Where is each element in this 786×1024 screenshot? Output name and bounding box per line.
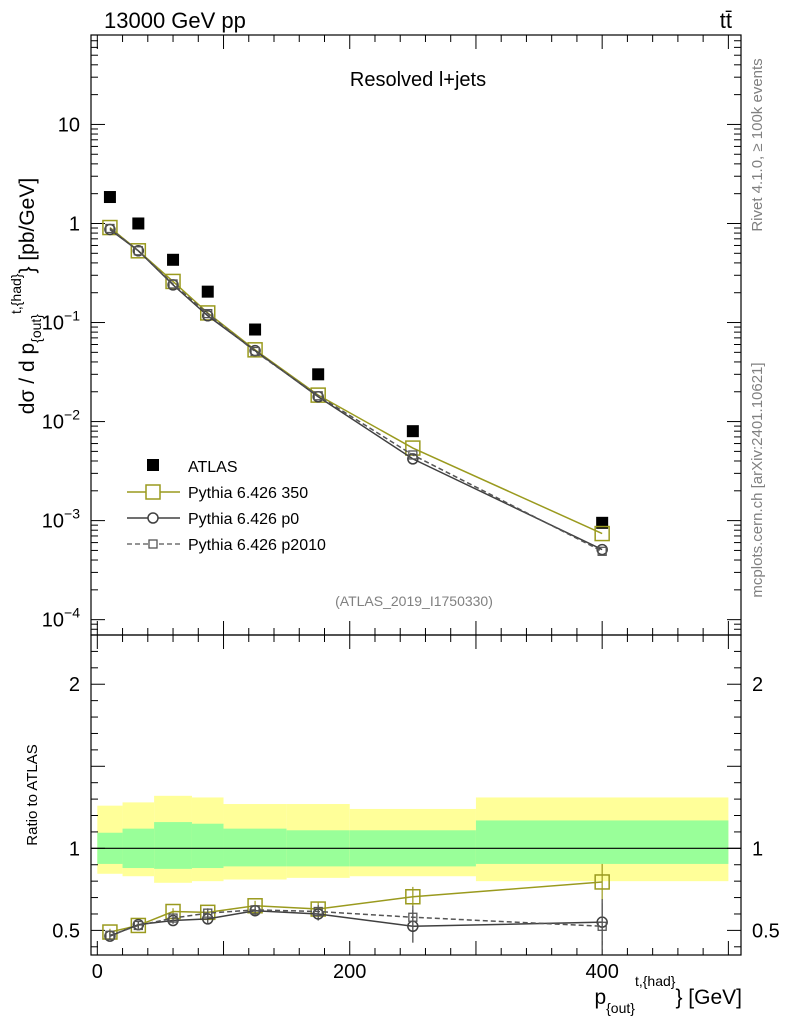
main-point-data bbox=[249, 323, 262, 336]
ratio-point-p2010 bbox=[105, 930, 115, 940]
ratio-band-inner-bin bbox=[223, 828, 287, 867]
main-y-tick-label-exp: −2 bbox=[64, 407, 80, 423]
main-point-p0 bbox=[201, 310, 214, 322]
main-y-tick-label-base: 10 bbox=[42, 511, 64, 533]
legend-p2010-marker bbox=[148, 539, 158, 549]
ratio-y-tick-label-left: 1 bbox=[69, 838, 80, 860]
main-y-tick-label: 10 bbox=[58, 114, 80, 136]
ratio-point-p350 bbox=[594, 874, 610, 890]
ratio-line-p350 bbox=[109, 881, 603, 933]
main-point-data bbox=[406, 425, 419, 438]
main-point-p2010 bbox=[313, 391, 323, 401]
legend-p350-marker bbox=[145, 484, 161, 500]
plot-title: Resolved l+jets bbox=[350, 69, 486, 91]
legend-atlas-label: ATLAS bbox=[188, 459, 238, 476]
x-axis-ticks: 0 200 400 bbox=[92, 35, 729, 983]
main-y-tick-label-exp: −1 bbox=[64, 308, 80, 324]
main-y-axis-label-sup: t,{had} bbox=[8, 273, 24, 314]
ratio-series-group bbox=[102, 863, 610, 950]
ratio-point-p350 bbox=[130, 917, 147, 934]
main-point-p350 bbox=[594, 525, 610, 542]
ratio-point-p2010 bbox=[133, 920, 143, 931]
legend: ATLAS Pythia 6.426 350 Pythia 6.426 p0 P… bbox=[127, 459, 326, 554]
main-point-p2010 bbox=[168, 279, 178, 289]
main-line-p2010 bbox=[109, 227, 603, 552]
ratio-point-p350 bbox=[405, 888, 421, 905]
energy-label: 13000 GeV pp bbox=[104, 8, 246, 33]
ratio-band-inner-bin bbox=[154, 822, 192, 869]
ratio-band-inner-bin bbox=[191, 823, 224, 869]
mcplots-label: mcplots.cern.ch [arXiv:2401.10621] bbox=[749, 362, 766, 597]
ratio-plot-frame bbox=[90, 634, 742, 956]
main-y-axis-label-prefix: dσ / d p bbox=[16, 343, 39, 414]
x-tick-label: 200 bbox=[333, 961, 366, 983]
ratio-point-p2010 bbox=[408, 912, 418, 922]
main-point-p2010 bbox=[105, 223, 115, 234]
main-y-tick-label-exp: −4 bbox=[64, 605, 80, 621]
ratio-band-inner-bin bbox=[475, 820, 729, 864]
main-y-tick-label-base: 10 bbox=[42, 313, 64, 335]
ratio-y-tick-label-left: 2 bbox=[69, 674, 80, 696]
process-label: tt̄ bbox=[720, 8, 732, 33]
main-y-tick-label-base: 10 bbox=[42, 412, 64, 434]
main-point-data bbox=[312, 368, 325, 381]
main-y-axis-label-sub: {out} bbox=[28, 314, 44, 343]
ratio-point-p2010 bbox=[597, 921, 607, 931]
x-tick-label: 0 bbox=[92, 961, 103, 983]
main-point-data bbox=[167, 253, 180, 266]
main-y-tick-label-base: 10 bbox=[58, 114, 80, 136]
main-point-data bbox=[132, 217, 145, 230]
main-point-p2010 bbox=[133, 246, 143, 256]
ratio-point-p2010 bbox=[313, 906, 323, 917]
ratio-point-p2010 bbox=[250, 905, 260, 915]
ratio-point-p2010 bbox=[168, 913, 178, 923]
x-axis-label: p{out}t,{had}} [GeV] bbox=[594, 973, 742, 1016]
x-axis-label-prefix: p bbox=[594, 986, 606, 1009]
ratio-y-axis-ticks: 0.5 0.5 1 1 2 2 bbox=[52, 634, 780, 948]
legend-p0-label: Pythia 6.426 p0 bbox=[188, 511, 299, 528]
main-point-data bbox=[201, 285, 214, 298]
main-point-p350 bbox=[247, 342, 263, 358]
main-y-tick-label-base: 10 bbox=[42, 610, 64, 632]
x-axis-label-sup: t,{had} bbox=[635, 973, 676, 989]
ratio-y-axis-label: Ratio to ATLAS bbox=[24, 744, 41, 845]
legend-atlas-marker bbox=[147, 459, 159, 471]
ratio-y-tick-label-right: 1 bbox=[752, 838, 763, 860]
main-point-p2010 bbox=[250, 346, 260, 357]
legend-p350-label: Pythia 6.426 350 bbox=[188, 485, 308, 502]
main-series-group bbox=[102, 191, 610, 556]
main-point-p2010 bbox=[597, 546, 607, 556]
ratio-y-tick-label-left: 0.5 bbox=[52, 920, 80, 942]
legend-p0-marker bbox=[147, 512, 159, 524]
analysis-id: (ATLAS_2019_I1750330) bbox=[335, 593, 493, 609]
main-y-tick-label-base: 1 bbox=[69, 213, 80, 235]
main-y-tick-label: 10−1 bbox=[42, 308, 80, 335]
main-y-tick-label: 1 bbox=[69, 213, 80, 235]
ratio-y-tick-label-right: 2 bbox=[752, 674, 763, 696]
main-y-tick-label: 10−3 bbox=[42, 506, 80, 533]
ratio-point-p2010 bbox=[203, 908, 213, 918]
main-point-p2010 bbox=[203, 308, 213, 319]
ratio-y-tick-label-right: 0.5 bbox=[752, 920, 780, 942]
main-point-p0 bbox=[132, 245, 145, 257]
ratio-line-p2010 bbox=[109, 909, 603, 937]
legend-p2010-label: Pythia 6.426 p2010 bbox=[188, 537, 326, 554]
main-point-p350 bbox=[199, 305, 216, 321]
main-point-data bbox=[103, 191, 116, 204]
x-axis-label-suffix: } [GeV] bbox=[675, 986, 742, 1009]
main-y-tick-label: 10−2 bbox=[42, 407, 80, 434]
x-axis-label-sub: {out} bbox=[606, 1000, 635, 1016]
main-point-p2010 bbox=[408, 450, 418, 460]
main-point-p0 bbox=[407, 453, 419, 465]
rivet-version-label: Rivet 4.1.0, ≥ 100k events bbox=[749, 58, 766, 231]
main-y-tick-label: 10−4 bbox=[42, 605, 80, 632]
main-y-axis-label: dσ / d p{out}t,{had}} [pb/GeV] bbox=[8, 178, 44, 414]
main-y-axis-label-suffix: } [pb/GeV] bbox=[16, 178, 39, 274]
main-y-tick-label-exp: −3 bbox=[64, 506, 80, 522]
main-point-p350 bbox=[130, 243, 147, 259]
x-tick-label: 400 bbox=[585, 961, 618, 983]
